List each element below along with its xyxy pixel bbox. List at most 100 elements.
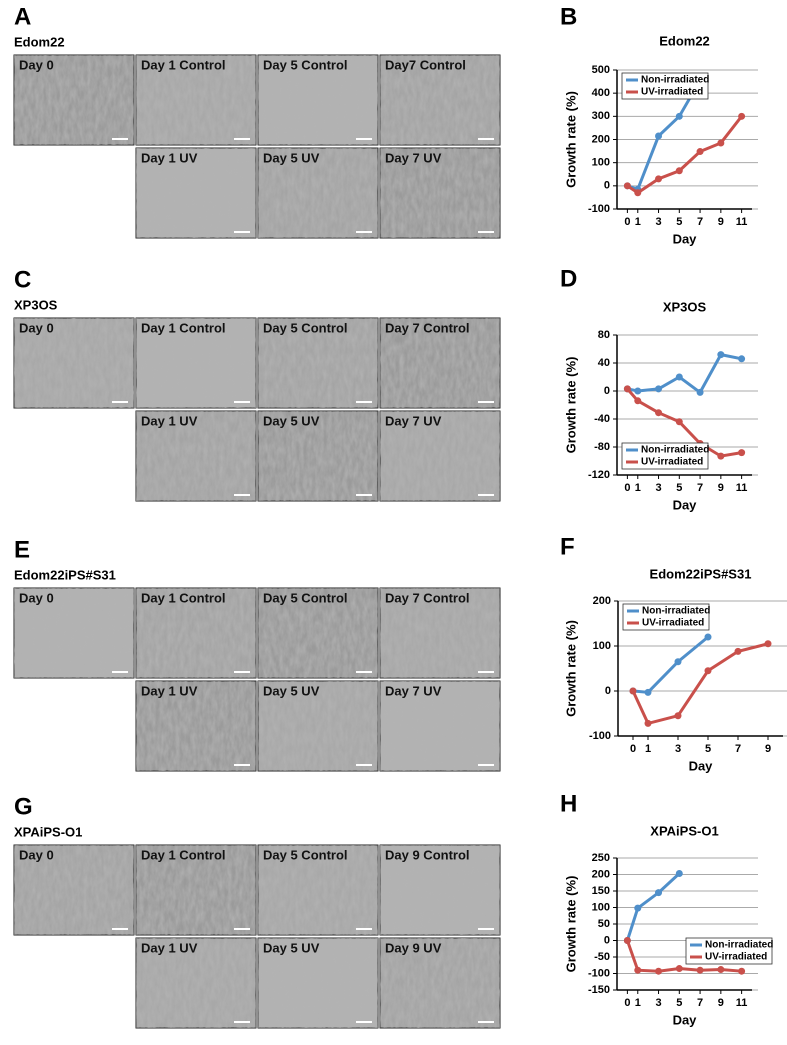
image-label: Day 5 UV xyxy=(263,413,320,428)
data-point xyxy=(629,687,637,695)
image-label: Day 7 Control xyxy=(385,320,470,335)
y-tick-label: -100 xyxy=(588,203,610,215)
legend-box xyxy=(685,937,773,965)
legend-label: Non-irradiated xyxy=(641,75,709,86)
x-tick-label: 5 xyxy=(705,743,711,755)
x-tick-label: 1 xyxy=(645,743,651,755)
image-label: Day 9 Control xyxy=(385,847,470,862)
x-tick-label: 11 xyxy=(736,216,748,228)
data-point xyxy=(717,966,725,974)
x-axis-label: Day xyxy=(673,1012,698,1027)
y-tick-label: 80 xyxy=(598,329,610,341)
panel-title: Edom22 xyxy=(14,34,65,49)
data-point xyxy=(644,688,652,696)
image-label: Day 0 xyxy=(19,320,54,335)
data-point xyxy=(717,452,725,460)
y-axis-label: Growth rate (%) xyxy=(563,620,578,717)
data-point xyxy=(644,719,652,727)
y-tick-label: 200 xyxy=(592,133,610,145)
x-axis-label: Day xyxy=(673,231,698,246)
x-tick-label: 3 xyxy=(655,482,661,494)
data-point xyxy=(674,712,682,720)
image-label: Day 5 Control xyxy=(263,847,348,862)
x-tick-label: 9 xyxy=(718,216,724,228)
image-label: Day 7 UV xyxy=(385,150,442,165)
image-label: Day 1 Control xyxy=(141,590,226,605)
data-point xyxy=(738,112,746,120)
series-line xyxy=(632,635,709,694)
data-point xyxy=(738,449,746,457)
data-point xyxy=(655,967,663,975)
series-line xyxy=(631,642,769,726)
micrograph-texture xyxy=(380,411,500,501)
x-tick-label: 0 xyxy=(624,216,630,228)
micrograph-texture xyxy=(136,845,256,935)
panel-title: XPAiPS-O1 xyxy=(14,824,82,839)
micrograph-texture xyxy=(380,588,500,678)
data-point xyxy=(717,139,725,147)
micrograph-texture xyxy=(258,588,378,678)
y-tick-label: -50 xyxy=(594,951,610,963)
x-tick-label: 7 xyxy=(697,482,703,494)
image-label: Day 1 UV xyxy=(141,940,198,955)
image-label: Day 5 Control xyxy=(263,57,348,72)
micrograph-texture xyxy=(136,411,256,501)
panel-letter: B xyxy=(560,3,577,30)
legend-label: Non-irradiated xyxy=(705,940,773,951)
data-point xyxy=(717,351,725,359)
x-axis-label: Day xyxy=(689,758,714,773)
y-tick-label: -120 xyxy=(588,469,610,481)
y-tick-label: 500 xyxy=(592,64,610,76)
legend-box xyxy=(622,603,710,631)
y-tick-label: 40 xyxy=(598,357,610,369)
data-point xyxy=(655,889,663,897)
y-tick-label: 100 xyxy=(592,901,610,913)
series-line xyxy=(626,115,743,195)
x-tick-label: 3 xyxy=(655,997,661,1009)
y-tick-label: 250 xyxy=(592,852,610,864)
data-point xyxy=(675,965,683,973)
x-tick-label: 11 xyxy=(736,997,748,1009)
y-tick-label: 50 xyxy=(598,918,610,930)
data-point xyxy=(634,904,642,912)
y-tick-label: 0 xyxy=(605,685,611,697)
y-tick-label: 300 xyxy=(592,110,610,122)
micrograph-texture xyxy=(14,55,134,145)
micrograph-texture xyxy=(14,588,134,678)
series-line xyxy=(625,872,681,941)
chart-title: XP3OS xyxy=(663,299,707,314)
y-tick-label: -150 xyxy=(588,984,610,996)
image-label: Day 1 Control xyxy=(141,320,226,335)
micrograph-texture xyxy=(14,318,134,408)
x-tick-label: 9 xyxy=(718,997,724,1009)
image-label: Day 5 Control xyxy=(263,320,348,335)
image-label: Day 1 UV xyxy=(141,150,198,165)
x-tick-label: 5 xyxy=(676,482,682,494)
micrograph-texture xyxy=(258,411,378,501)
micrograph-texture xyxy=(258,681,378,771)
chart-title: XPAiPS-O1 xyxy=(650,823,718,838)
image-label: Day7 Control xyxy=(385,57,466,72)
data-point xyxy=(764,640,772,648)
legend-box xyxy=(621,442,709,470)
image-label: Day 5 UV xyxy=(263,940,320,955)
x-tick-label: 3 xyxy=(675,743,681,755)
image-label: Day 7 UV xyxy=(385,413,442,428)
image-label: Day 7 UV xyxy=(385,683,442,698)
data-point xyxy=(634,397,642,405)
image-label: Day 5 UV xyxy=(263,683,320,698)
image-label: Day 0 xyxy=(19,847,54,862)
data-point xyxy=(675,167,683,175)
data-point xyxy=(623,385,631,393)
micrograph-texture xyxy=(258,318,378,408)
image-label: Day 1 Control xyxy=(141,57,226,72)
x-tick-label: 5 xyxy=(676,997,682,1009)
micrograph-texture xyxy=(380,55,500,145)
legend-label: Non-irradiated xyxy=(642,606,710,617)
y-tick-label: 150 xyxy=(592,885,610,897)
image-label: Day 5 Control xyxy=(263,590,348,605)
x-tick-label: 9 xyxy=(718,482,724,494)
x-tick-label: 1 xyxy=(635,216,641,228)
y-tick-label: -100 xyxy=(589,730,611,742)
chart-title: Edom22 xyxy=(659,33,710,48)
